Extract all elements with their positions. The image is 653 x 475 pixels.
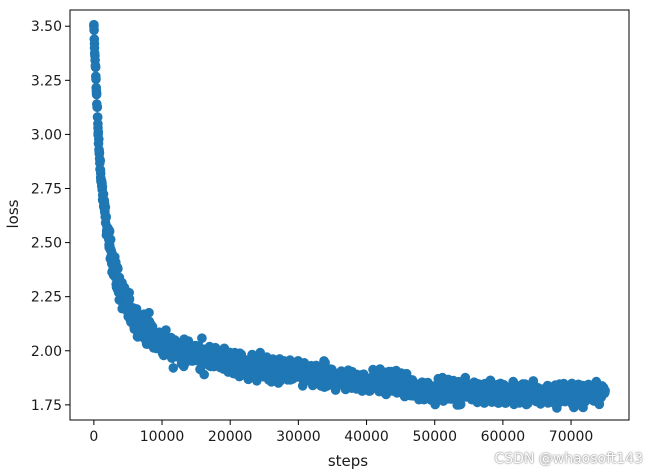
data-point (144, 307, 154, 318)
data-point (455, 399, 466, 410)
y-tick-label: 3.50 (31, 19, 62, 35)
plot-frame (69, 9, 630, 421)
data-point (91, 89, 102, 100)
data-point (94, 134, 104, 144)
data-point (101, 212, 111, 222)
data-point (92, 102, 103, 112)
data-point (199, 369, 209, 380)
data-point (97, 181, 108, 192)
data-point (93, 127, 104, 137)
y-tick-label: 2.50 (31, 236, 62, 252)
data-point (357, 386, 368, 396)
y-axis-label: loss (4, 199, 22, 228)
watermark: CSDN @whaosoft143 (494, 451, 643, 467)
y-tick-label: 3.00 (31, 127, 62, 143)
y-tick-label: 2.00 (31, 344, 62, 360)
data-point (95, 155, 106, 166)
series-loss (89, 19, 610, 413)
data-point (168, 363, 179, 373)
x-tick-label: 50000 (412, 429, 457, 445)
x-tick-label: 30000 (276, 429, 321, 445)
x-tick-label: 10000 (140, 429, 185, 445)
y-tick-label: 2.25 (31, 290, 62, 306)
data-point (124, 294, 135, 305)
data-point (161, 325, 171, 335)
data-point (105, 234, 116, 245)
x-tick-label: 40000 (344, 429, 389, 445)
x-tick-label: 60000 (481, 429, 526, 445)
x-tick-label: 0 (89, 429, 98, 445)
data-point (100, 202, 111, 212)
x-axis-label: steps (328, 452, 368, 470)
y-tick-label: 3.25 (31, 73, 62, 89)
data-point (600, 385, 610, 396)
data-point (113, 264, 123, 274)
x-tick-label: 70000 (549, 429, 594, 445)
data-point (104, 226, 115, 237)
y-axis-ticks: 1.75 2.00 2.25 2.50 2.75 3.00 3.25 3.50 (31, 19, 70, 414)
data-point (90, 62, 101, 72)
plot-area-frame (69, 9, 630, 421)
data-point (197, 333, 207, 344)
y-tick-label: 1.75 (31, 398, 62, 414)
x-tick-label: 20000 (208, 429, 253, 445)
y-tick-label: 2.75 (31, 181, 62, 197)
data-point (89, 25, 99, 35)
x-axis-ticks: 0 10000 20000 30000 40000 50000 60000 70000 (89, 420, 593, 445)
data-point (131, 304, 142, 314)
data-point (91, 74, 101, 84)
